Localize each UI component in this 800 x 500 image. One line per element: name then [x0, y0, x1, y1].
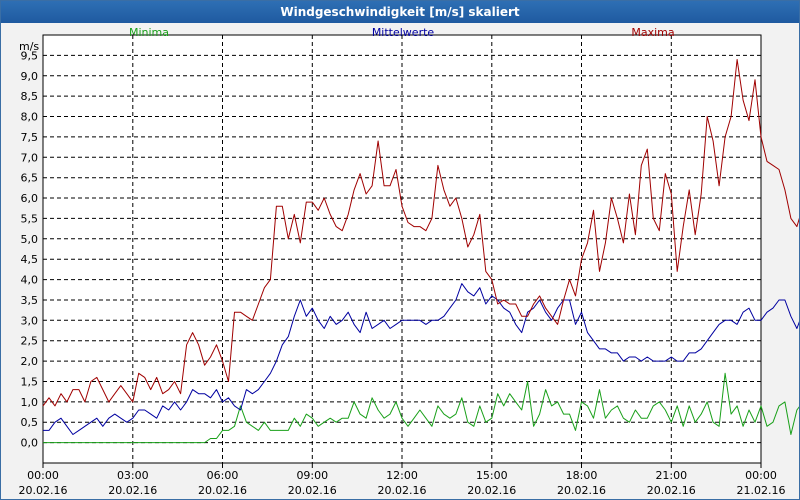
x-tick-date: 20.02.16	[378, 484, 427, 497]
x-tick-time: 18:00	[566, 469, 598, 482]
y-tick-label: 2,0	[21, 355, 39, 368]
window-title: Windgeschwindigkeit [m/s] skaliert	[1, 1, 799, 23]
y-tick-label: 4,5	[21, 253, 39, 266]
y-tick-label: 7,0	[21, 151, 39, 164]
x-tick-date: 20.02.16	[108, 484, 157, 497]
x-tick-time: 12:00	[386, 469, 418, 482]
x-tick-date: 20.02.16	[557, 484, 606, 497]
x-tick-date: 20.02.16	[288, 484, 337, 497]
legend-minima: Minima	[129, 26, 169, 39]
series-lines	[42, 59, 799, 444]
y-tick-label: 6,0	[21, 192, 39, 205]
y-tick-label: 7,5	[21, 131, 39, 144]
y-axis-label: m/s	[19, 40, 39, 53]
y-tick-label: 9,5	[21, 49, 39, 62]
y-tick-label: 3,5	[21, 294, 39, 307]
x-tick-date: 20.02.16	[19, 484, 68, 497]
wind-speed-chart: 0,0 0,5 1,0 1,5 2,0 2,5 3,0 3,5 4,0 4,5 5,0 5,5 6,0 6…	[19, 26, 799, 497]
y-tick-label: 3,0	[21, 314, 39, 327]
series-line-mittelwerte	[43, 283, 799, 435]
y-tick-label: 0,0	[21, 437, 39, 450]
legend-maxima: Maxima	[631, 26, 674, 39]
y-tick-label: 5,5	[21, 212, 39, 225]
y-tick-label: 6,5	[21, 172, 39, 185]
y-tick-label: 2,5	[21, 335, 39, 348]
series-line-minima	[43, 372, 799, 444]
x-tick-date: 20.02.16	[647, 484, 696, 497]
y-tick-label: 8,0	[21, 111, 39, 124]
y-tick-label: 8,5	[21, 90, 39, 103]
x-tick-date: 20.02.16	[198, 484, 247, 497]
x-tick-time: 03:00	[117, 469, 149, 482]
y-tick-label: 0,5	[21, 416, 39, 429]
legend-mittelwerte: Mittelwerte	[372, 26, 435, 39]
x-tick-time: 21:00	[655, 469, 687, 482]
x-tick-date: 21.02.16	[737, 484, 786, 497]
x-axis: 00:00 20.02.16 03:00 20.02.16 06:00 20.02.16 0…	[19, 463, 786, 497]
y-tick-label: 9,0	[21, 70, 39, 83]
x-tick-time: 00:00	[745, 469, 777, 482]
grid-lines	[43, 35, 761, 463]
y-tick-label: 1,5	[21, 376, 39, 389]
y-tick-label: 1,0	[21, 396, 39, 409]
x-tick-date: 20.02.16	[467, 484, 516, 497]
y-axis: 0,0 0,5 1,0 1,5 2,0 2,5 3,0 3,5 4,0 4,5 5,0 5,5 6,0 6…	[21, 49, 39, 449]
series-line-maxima	[42, 59, 799, 407]
y-tick-label: 4,0	[21, 274, 39, 287]
x-tick-time: 06:00	[207, 469, 239, 482]
y-tick-label: 5,0	[21, 233, 39, 246]
x-tick-time: 00:00	[27, 469, 59, 482]
x-tick-time: 15:00	[476, 469, 508, 482]
x-tick-time: 09:00	[296, 469, 328, 482]
